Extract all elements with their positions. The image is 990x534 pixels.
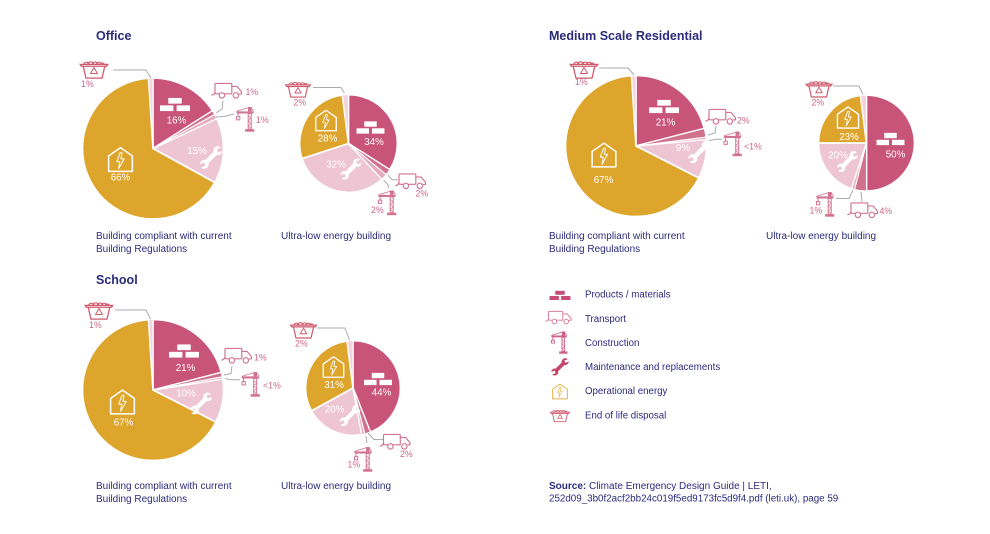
svg-text:28%: 28% [318, 134, 338, 145]
svg-text:Medium Scale Residential: Medium Scale Residential [549, 29, 703, 43]
svg-text:Building compliant with curren: Building compliant with current [96, 231, 232, 242]
svg-text:66%: 66% [111, 172, 131, 183]
svg-text:1%: 1% [348, 460, 361, 470]
svg-text:2%: 2% [416, 189, 429, 199]
svg-text:4%: 4% [880, 206, 893, 216]
svg-text:1%: 1% [575, 77, 588, 87]
svg-text:2%: 2% [294, 98, 307, 108]
svg-text:1%: 1% [256, 115, 269, 125]
svg-text:Operational energy: Operational energy [585, 386, 668, 397]
svg-text:Building Regulations: Building Regulations [96, 244, 187, 255]
svg-text:Transport: Transport [585, 314, 626, 325]
svg-text:31%: 31% [324, 380, 344, 391]
svg-text:2%: 2% [295, 339, 308, 349]
svg-text:44%: 44% [372, 388, 392, 399]
svg-text:<1%: <1% [263, 381, 281, 391]
svg-text:Building compliant with curren: Building compliant with current [96, 481, 232, 492]
svg-text:50%: 50% [886, 149, 906, 160]
svg-text:Building Regulations: Building Regulations [549, 244, 640, 255]
svg-text:20%: 20% [325, 405, 345, 416]
svg-text:Building Regulations: Building Regulations [96, 494, 187, 505]
svg-text:1%: 1% [810, 206, 823, 216]
svg-text:23%: 23% [839, 132, 859, 143]
svg-text:1%: 1% [246, 87, 259, 97]
svg-text:67%: 67% [594, 175, 614, 186]
svg-text:252d09_3b0f2acf2bb24c019f5ed91: 252d09_3b0f2acf2bb24c019f5ed9173fc5d9f4.… [549, 494, 838, 505]
svg-text:2%: 2% [737, 116, 750, 126]
svg-text:21%: 21% [656, 118, 676, 129]
svg-text:1%: 1% [254, 353, 267, 363]
svg-text:2%: 2% [400, 449, 413, 459]
svg-text:Ultra-low energy building: Ultra-low energy building [281, 231, 391, 242]
svg-text:Maintenance and replacements: Maintenance and replacements [585, 362, 720, 373]
svg-text:2%: 2% [371, 205, 384, 215]
svg-text:67%: 67% [114, 418, 134, 429]
svg-text:End of life disposal: End of life disposal [585, 411, 666, 422]
svg-text:School: School [96, 273, 138, 287]
svg-text:1%: 1% [89, 320, 102, 330]
svg-text:<1%: <1% [744, 142, 762, 152]
svg-text:10%: 10% [176, 389, 196, 400]
svg-text:1%: 1% [81, 79, 94, 89]
svg-text:21%: 21% [176, 363, 196, 374]
svg-text:Source: Climate Emergency Desi: Source: Climate Emergency Design Guide |… [549, 481, 772, 492]
svg-text:16%: 16% [167, 116, 187, 127]
svg-text:34%: 34% [364, 137, 384, 148]
svg-text:2%: 2% [812, 98, 825, 108]
svg-text:Ultra-low energy building: Ultra-low energy building [281, 481, 391, 492]
svg-text:Building compliant with curren: Building compliant with current [549, 231, 685, 242]
svg-text:Office: Office [96, 29, 131, 43]
svg-text:Products / materials: Products / materials [585, 290, 671, 301]
svg-text:Ultra-low energy building: Ultra-low energy building [766, 231, 876, 242]
svg-text:Construction: Construction [585, 338, 639, 349]
